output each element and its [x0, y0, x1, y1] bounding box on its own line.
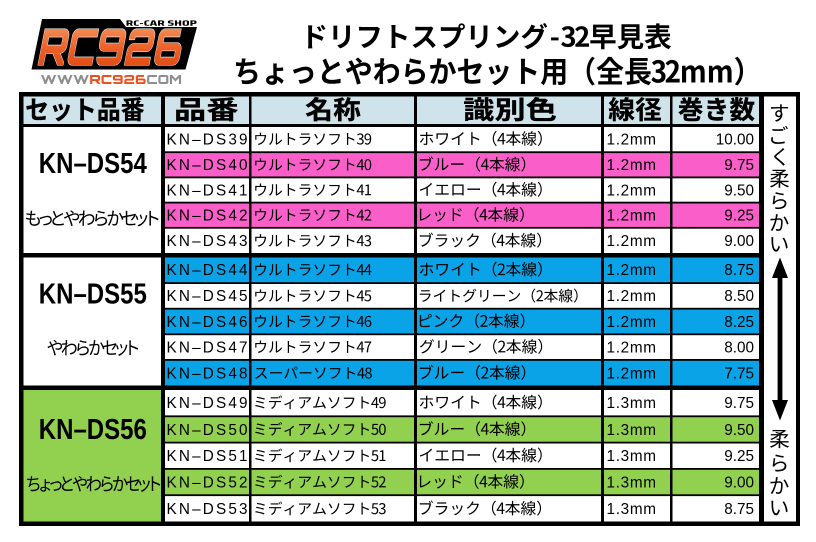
- svg-text:9.25: 9.25: [724, 208, 754, 225]
- svg-text:1.2mm: 1.2mm: [607, 233, 657, 250]
- svg-text:KN–DS50: KN–DS50: [167, 422, 248, 439]
- svg-text:KN–DS43: KN–DS43: [167, 233, 248, 250]
- svg-text:1.3mm: 1.3mm: [607, 395, 657, 412]
- svg-text:1.3mm: 1.3mm: [607, 474, 657, 491]
- svg-text:9.25: 9.25: [724, 448, 754, 465]
- svg-text:9.50: 9.50: [724, 422, 754, 439]
- svg-text:1.3mm: 1.3mm: [607, 501, 657, 518]
- svg-text:KN–DS53: KN–DS53: [167, 501, 248, 518]
- svg-text:KN–DS51: KN–DS51: [167, 448, 248, 465]
- svg-text:1.2mm: 1.2mm: [607, 131, 657, 148]
- svg-text:1.2mm: 1.2mm: [607, 157, 657, 174]
- svg-text:8.75: 8.75: [724, 501, 754, 518]
- svg-text:8.75: 8.75: [724, 262, 754, 279]
- svg-text:9.00: 9.00: [724, 233, 754, 250]
- svg-text:KN–DS52: KN–DS52: [167, 474, 248, 491]
- svg-text:9.75: 9.75: [724, 157, 754, 174]
- svg-text:KN–DS55: KN–DS55: [39, 279, 147, 311]
- svg-text:8.00: 8.00: [724, 339, 754, 356]
- svg-text:1.2mm: 1.2mm: [607, 182, 657, 199]
- svg-text:9.50: 9.50: [724, 182, 754, 199]
- svg-text:KN–DS56: KN–DS56: [39, 414, 147, 446]
- svg-text:KN–DS49: KN–DS49: [167, 395, 248, 412]
- svg-text:KN–DS42: KN–DS42: [167, 208, 248, 225]
- svg-text:1.2mm: 1.2mm: [607, 262, 657, 279]
- svg-text:7.75: 7.75: [724, 365, 754, 382]
- svg-text:1.2mm: 1.2mm: [607, 314, 657, 331]
- svg-text:10.00: 10.00: [716, 131, 754, 148]
- svg-text:1.3mm: 1.3mm: [607, 422, 657, 439]
- svg-text:1.2mm: 1.2mm: [607, 288, 657, 305]
- svg-text:1.2mm: 1.2mm: [607, 208, 657, 225]
- svg-text:1.2mm: 1.2mm: [607, 365, 657, 382]
- svg-text:8.50: 8.50: [724, 288, 754, 305]
- svg-text:KN–DS45: KN–DS45: [167, 288, 248, 305]
- svg-text:KN–DS41: KN–DS41: [167, 182, 248, 199]
- svg-text:KN–DS39: KN–DS39: [167, 131, 248, 148]
- svg-text:KN–DS46: KN–DS46: [167, 314, 248, 331]
- svg-text:1.2mm: 1.2mm: [607, 339, 657, 356]
- svg-text:8.25: 8.25: [724, 314, 754, 331]
- svg-text:1.3mm: 1.3mm: [607, 448, 657, 465]
- svg-text:9.75: 9.75: [724, 395, 754, 412]
- svg-text:KN–DS54: KN–DS54: [39, 148, 147, 180]
- svg-text:KN–DS48: KN–DS48: [167, 365, 248, 382]
- svg-text:KN–DS47: KN–DS47: [167, 339, 248, 356]
- svg-text:KN–DS40: KN–DS40: [167, 157, 248, 174]
- svg-text:9.00: 9.00: [724, 474, 754, 491]
- svg-text:KN–DS44: KN–DS44: [167, 262, 248, 279]
